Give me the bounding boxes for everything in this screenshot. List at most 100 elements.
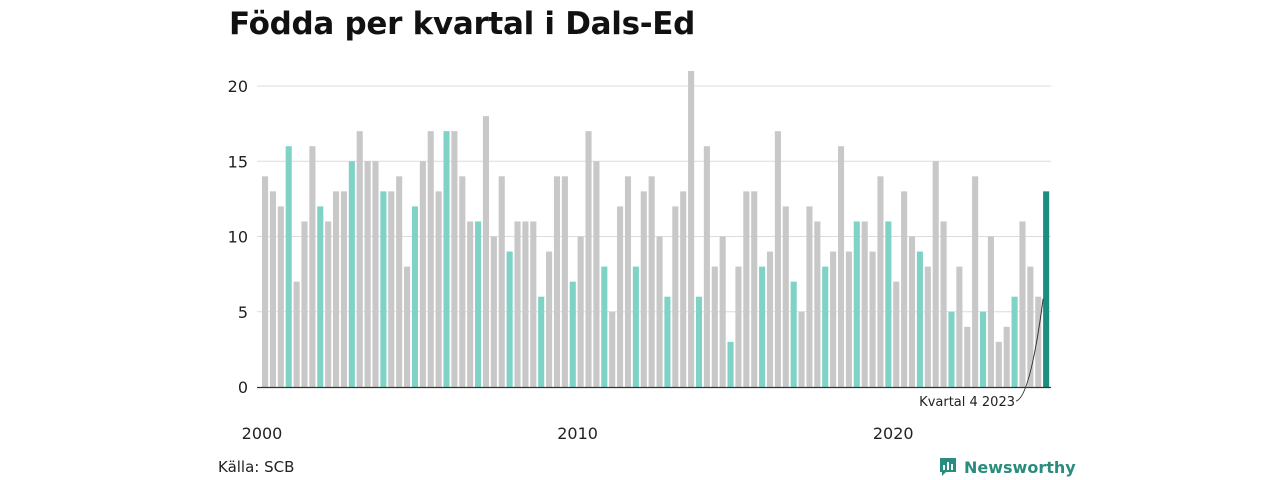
bar xyxy=(695,296,703,387)
bar xyxy=(711,266,718,387)
bar xyxy=(806,206,813,387)
bar xyxy=(727,341,734,387)
bar xyxy=(380,191,387,387)
bar xyxy=(617,206,624,387)
annotation-arrow xyxy=(1015,298,1044,402)
y-tick-label: 15 xyxy=(228,152,248,171)
bar xyxy=(830,251,837,387)
bar xyxy=(688,70,695,387)
bar xyxy=(522,221,529,387)
bar xyxy=(530,221,537,387)
bar xyxy=(419,161,426,387)
bar xyxy=(719,236,726,387)
bar xyxy=(759,266,766,387)
bar xyxy=(262,176,269,387)
bar xyxy=(893,281,900,387)
bar xyxy=(822,266,829,387)
bar xyxy=(333,191,340,387)
bar xyxy=(553,176,561,387)
bar xyxy=(1043,191,1050,387)
bar xyxy=(680,191,687,387)
bar xyxy=(1027,266,1034,387)
bar xyxy=(269,191,276,387)
bar xyxy=(309,146,316,387)
bar xyxy=(569,281,576,387)
bar xyxy=(585,131,592,387)
x-tick-label: 2000 xyxy=(242,424,283,443)
bar xyxy=(396,176,403,387)
bar xyxy=(388,191,395,387)
brand-logo: Newsworthy xyxy=(938,456,1076,478)
bar xyxy=(317,206,324,387)
bar xyxy=(301,221,308,387)
bar xyxy=(1035,296,1042,387)
bar xyxy=(538,296,545,387)
x-tick-label: 2010 xyxy=(557,424,598,443)
bar xyxy=(593,161,600,387)
bar xyxy=(932,161,939,387)
bar xyxy=(782,206,789,387)
bar xyxy=(664,296,671,387)
bar xyxy=(837,146,845,387)
bar xyxy=(285,146,292,387)
bar xyxy=(427,131,434,387)
bar xyxy=(293,281,300,387)
bar xyxy=(640,191,647,387)
y-tick-label: 0 xyxy=(238,378,248,397)
bar xyxy=(435,191,442,387)
bar xyxy=(648,176,655,387)
bar xyxy=(546,251,553,387)
bar xyxy=(972,176,979,387)
bar xyxy=(1019,221,1026,387)
bar xyxy=(751,191,758,387)
bar xyxy=(908,236,916,387)
bar xyxy=(561,176,568,387)
bar xyxy=(735,266,742,387)
bar xyxy=(901,191,908,387)
bar xyxy=(506,251,513,387)
x-tick-label: 2020 xyxy=(873,424,914,443)
bar xyxy=(948,311,955,387)
bar xyxy=(956,266,963,387)
bar xyxy=(766,251,774,387)
bar xyxy=(743,191,750,387)
bar xyxy=(798,311,805,387)
bar xyxy=(845,251,852,387)
y-tick-label: 10 xyxy=(228,228,248,247)
bar xyxy=(601,266,608,387)
bar xyxy=(869,251,876,387)
bar xyxy=(987,236,994,387)
bar xyxy=(411,206,418,387)
bar xyxy=(490,236,497,387)
bar xyxy=(774,131,781,387)
bar xyxy=(632,266,639,387)
bar xyxy=(467,221,474,387)
bar xyxy=(979,311,987,387)
bar xyxy=(964,326,971,387)
bar xyxy=(577,236,584,387)
bar xyxy=(372,161,379,387)
bar xyxy=(885,221,892,387)
bar xyxy=(348,161,355,387)
newsworthy-logo-icon xyxy=(940,458,956,476)
bar xyxy=(498,176,505,387)
bar xyxy=(995,341,1002,387)
bar xyxy=(814,221,821,387)
bar xyxy=(404,266,411,387)
bar xyxy=(672,206,679,387)
bar xyxy=(514,221,521,387)
source-note: Källa: SCB xyxy=(218,458,295,476)
bar xyxy=(459,176,466,387)
bar xyxy=(940,221,947,387)
bar xyxy=(790,281,797,387)
bar xyxy=(364,161,371,387)
bar xyxy=(475,221,482,387)
bar xyxy=(482,116,490,387)
bar xyxy=(609,311,616,387)
brand-name: Newsworthy xyxy=(964,457,1076,477)
bar xyxy=(325,221,332,387)
bar xyxy=(916,251,923,387)
bar xyxy=(656,236,663,387)
bar xyxy=(924,266,931,387)
